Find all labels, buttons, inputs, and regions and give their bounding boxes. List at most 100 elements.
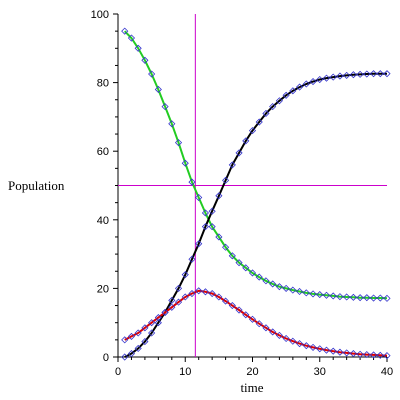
data-point-marker: [356, 350, 364, 358]
data-point-marker: [383, 294, 391, 302]
data-point-marker: [181, 271, 189, 279]
data-point-marker: [248, 269, 257, 277]
data-point-marker: [383, 352, 391, 360]
data-point-marker: [188, 178, 196, 186]
data-point-marker: [215, 192, 223, 200]
data-point-marker: [289, 87, 297, 95]
data-point-marker: [174, 139, 183, 147]
data-point-marker: [242, 311, 250, 319]
data-point-marker: [262, 109, 270, 118]
data-point-marker: [168, 296, 176, 304]
data-point-marker: [275, 97, 283, 105]
data-point-marker: [309, 343, 317, 351]
data-point-marker: [195, 287, 203, 295]
data-point-marker: [154, 313, 162, 322]
data-point-marker: [262, 324, 270, 332]
data-point-marker: [329, 347, 337, 355]
data-point-marker: [201, 288, 209, 296]
data-point-marker: [269, 103, 277, 111]
data-point-marker: [228, 252, 236, 260]
y-tick-label: 100: [91, 9, 109, 21]
data-point-marker: [322, 74, 331, 82]
data-point-marker: [127, 332, 136, 340]
data-point-marker: [269, 280, 277, 288]
data-point-marker: [121, 336, 129, 344]
data-point-marker: [255, 320, 263, 328]
data-point-marker: [369, 70, 378, 78]
data-point-marker: [269, 328, 277, 336]
data-point-marker: [336, 348, 344, 356]
data-point-marker: [369, 294, 378, 302]
data-point-marker: [349, 293, 357, 301]
data-point-marker: [154, 85, 162, 94]
data-point-marker: [208, 207, 216, 215]
data-point-marker: [356, 70, 364, 78]
series-line: [124, 289, 388, 357]
data-point-marker: [289, 337, 297, 345]
data-point-marker: [309, 78, 317, 86]
data-point-marker: [208, 289, 216, 298]
data-point-marker: [289, 286, 297, 294]
data-point-marker: [329, 73, 337, 81]
axis-labels: 0 20 40 60 80 100 0 10 20 30 40: [91, 9, 393, 378]
data-point-marker: [282, 334, 290, 343]
data-point-marker: [168, 303, 176, 311]
data-point-marker: [349, 71, 357, 79]
data-point-marker: [275, 283, 283, 291]
data-point-marker: [369, 351, 378, 359]
data-point-marker: [376, 351, 384, 359]
data-point-marker: [255, 273, 263, 281]
data-point-marker: [242, 264, 250, 272]
y-tick-label: 20: [97, 283, 109, 295]
series-line: [124, 72, 387, 358]
data-point-marker: [296, 83, 304, 91]
data-point-marker: [222, 243, 230, 251]
data-point-marker: [336, 293, 344, 301]
data-point-marker: [329, 292, 337, 300]
data-point-marker: [282, 284, 290, 292]
data-point-marker: [188, 289, 196, 298]
data-point-marker: [316, 291, 324, 299]
data-point-marker: [222, 176, 230, 184]
data-point-marker: [134, 44, 142, 52]
data-point-marker: [296, 287, 304, 296]
data-point-marker: [141, 337, 149, 346]
data-point-marker: [343, 293, 351, 301]
axes: [113, 13, 388, 362]
data-point-marker: [322, 291, 331, 299]
data-point-marker: [201, 223, 209, 231]
data-point-marker: [148, 329, 156, 337]
data-point-marker: [336, 72, 344, 80]
data-point-marker: [215, 293, 223, 301]
data-point-marker: [248, 315, 257, 323]
data-point-marker: [255, 118, 263, 126]
data-point-marker: [174, 298, 183, 306]
data-point-marker: [316, 345, 324, 353]
data-point-marker: [363, 70, 371, 78]
series-lines: [123, 30, 388, 358]
data-point-marker: [235, 149, 243, 157]
x-tick-label: 40: [381, 366, 393, 378]
data-point-marker: [134, 329, 142, 337]
data-point-marker: [215, 233, 223, 241]
reference-lines: [118, 14, 387, 357]
data-point-marker: [174, 284, 183, 292]
data-point-marker: [316, 75, 324, 84]
data-point-marker: [181, 159, 189, 167]
data-point-marker: [282, 91, 290, 99]
data-point-marker: [376, 70, 384, 78]
data-point-marker: [356, 294, 364, 302]
x-tick-label: 10: [179, 366, 191, 378]
data-point-marker: [121, 27, 129, 35]
data-point-marker: [376, 294, 384, 302]
y-tick-label: 80: [97, 78, 109, 90]
y-axis-title: Population: [8, 178, 65, 193]
data-point-marker: [343, 349, 351, 357]
series-line: [123, 30, 388, 300]
data-point-marker: [262, 277, 270, 285]
data-point-marker: [148, 319, 156, 327]
data-point-marker: [188, 255, 196, 263]
data-point-marker: [363, 351, 371, 359]
data-point-marker: [161, 103, 169, 111]
